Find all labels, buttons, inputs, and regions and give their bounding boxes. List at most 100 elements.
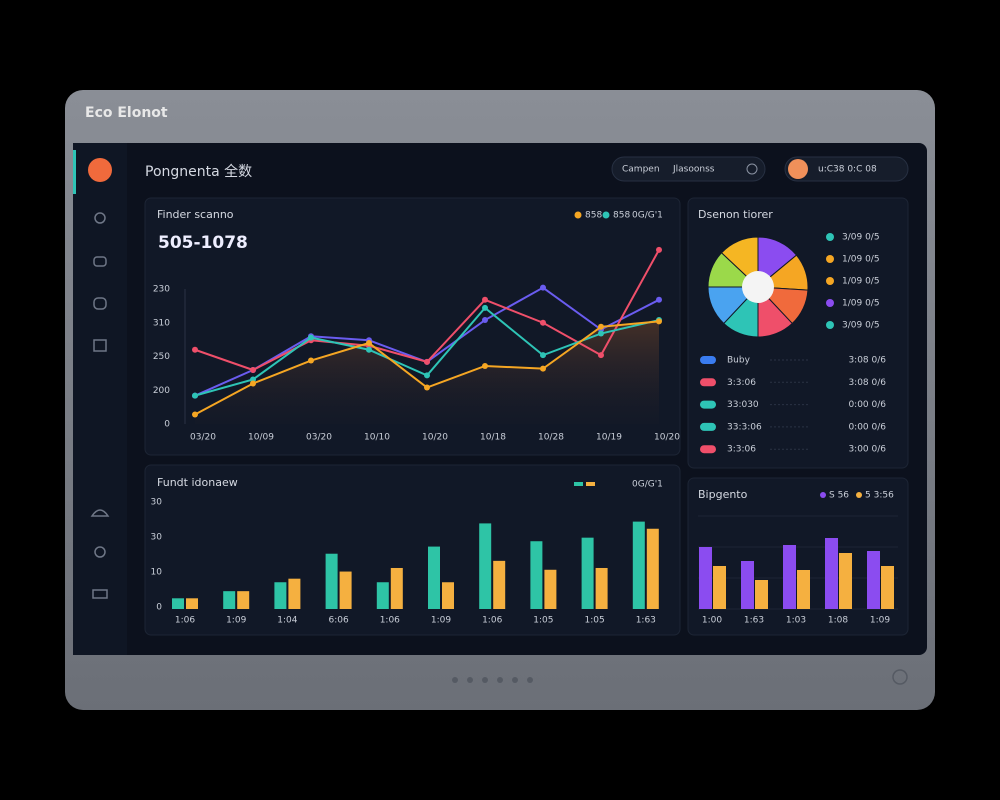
x-tick-label: 1:09 <box>226 616 246 626</box>
legend-swatch <box>602 211 610 219</box>
nav-icon[interactable] <box>94 546 106 558</box>
bar <box>581 537 594 609</box>
x-tick-label: 1:00 <box>702 616 722 626</box>
row-value: 3:08 0/6 <box>848 378 886 388</box>
bar <box>237 591 250 609</box>
row-pill <box>700 445 716 454</box>
point <box>424 384 430 391</box>
app-label: Eco Elonot <box>85 105 168 121</box>
x-tick-label: 1:06 <box>482 616 502 626</box>
bar <box>428 546 440 609</box>
row-pill <box>700 422 716 431</box>
legend-swatch <box>826 321 834 329</box>
bar <box>881 566 894 609</box>
y-tick-label: 230 <box>153 285 170 295</box>
point <box>656 318 662 325</box>
point <box>482 317 488 324</box>
bar <box>797 570 810 609</box>
legend-swatch <box>826 233 834 241</box>
legend-label: 1/09 0/5 <box>842 277 880 287</box>
legend-swatch <box>826 299 834 307</box>
legend-note: 0G/G'1 <box>632 480 663 490</box>
bar <box>646 528 659 609</box>
y-tick-label: 0 <box>156 603 162 613</box>
row-pill <box>700 400 716 409</box>
nav-icon[interactable] <box>90 509 110 517</box>
x-tick-label: 1:06 <box>380 616 400 626</box>
legend-swatch <box>574 482 583 486</box>
x-tick-label: 6:06 <box>328 616 348 626</box>
bar <box>186 598 198 609</box>
bar <box>741 561 754 609</box>
x-tick-label: 1:05 <box>584 616 604 626</box>
nav-icon[interactable] <box>92 589 108 599</box>
bar <box>839 553 852 609</box>
pie-hole <box>742 271 774 303</box>
row-value: 0:00 0/6 <box>848 400 886 410</box>
row-value: 3:08 0/6 <box>848 356 886 366</box>
point <box>250 367 256 373</box>
point <box>192 411 198 418</box>
panel-title: Bipgento <box>698 488 748 501</box>
search-bar[interactable] <box>611 156 766 182</box>
x-tick-label: 10/09 <box>248 433 274 443</box>
bar <box>325 553 338 609</box>
point <box>482 362 488 369</box>
point <box>424 358 430 365</box>
point <box>482 304 488 311</box>
user-text: u:C38 0:C 08 <box>818 165 877 175</box>
bar <box>632 521 645 609</box>
nav-icon[interactable] <box>94 212 106 224</box>
nav-icon[interactable] <box>93 297 107 310</box>
pager <box>452 677 533 683</box>
point <box>540 284 546 291</box>
search-icon[interactable] <box>746 163 758 175</box>
bar-panel <box>144 464 681 636</box>
point <box>598 330 604 337</box>
avatar[interactable] <box>788 159 808 179</box>
legend-swatch <box>826 255 834 263</box>
row-value: 0:00 0/6 <box>848 422 886 432</box>
sidebar-active <box>73 150 76 194</box>
x-tick-label: 1:05 <box>533 616 553 626</box>
nav-icon[interactable] <box>93 256 107 267</box>
point <box>366 340 372 346</box>
bar <box>825 538 838 609</box>
legend-label: 3/09 0/5 <box>842 233 880 243</box>
y-tick-label: 310 <box>153 318 170 328</box>
row-label: 3:3:06 <box>727 445 756 455</box>
bar <box>699 547 712 609</box>
bar <box>376 582 389 609</box>
point <box>656 246 662 253</box>
row-pill <box>700 378 716 387</box>
legend-label: 3/09 0/5 <box>842 321 880 331</box>
home-button[interactable] <box>892 669 908 685</box>
point <box>598 352 604 359</box>
point <box>656 296 662 303</box>
legend-label: S 56 <box>829 491 849 501</box>
bar <box>390 567 403 609</box>
x-tick-label: 1:08 <box>828 616 848 626</box>
profile[interactable] <box>784 156 909 182</box>
bar <box>755 580 768 609</box>
row-label: 33:3:06 <box>727 422 762 432</box>
search-text: Campen <box>622 165 660 175</box>
bar <box>223 591 236 609</box>
bar <box>479 523 492 609</box>
legend-note: 0G/G'1 <box>632 211 663 221</box>
x-tick-label: 1:06 <box>175 616 195 626</box>
legend-swatch <box>586 482 595 486</box>
sidebar <box>73 143 127 655</box>
bar <box>288 578 301 609</box>
page-title: Pongnenta 全数 <box>145 163 252 180</box>
search-text: Jlasoonss <box>672 165 715 175</box>
y-tick-label: 30 <box>151 498 163 508</box>
bar <box>530 541 543 609</box>
nav-icon[interactable] <box>93 339 107 352</box>
row-value: 3:00 0/6 <box>848 445 886 455</box>
panel-title: Dsenon tiorer <box>698 208 773 221</box>
area <box>195 321 659 424</box>
logo <box>88 158 112 182</box>
x-tick-label: 10/28 <box>538 433 564 443</box>
